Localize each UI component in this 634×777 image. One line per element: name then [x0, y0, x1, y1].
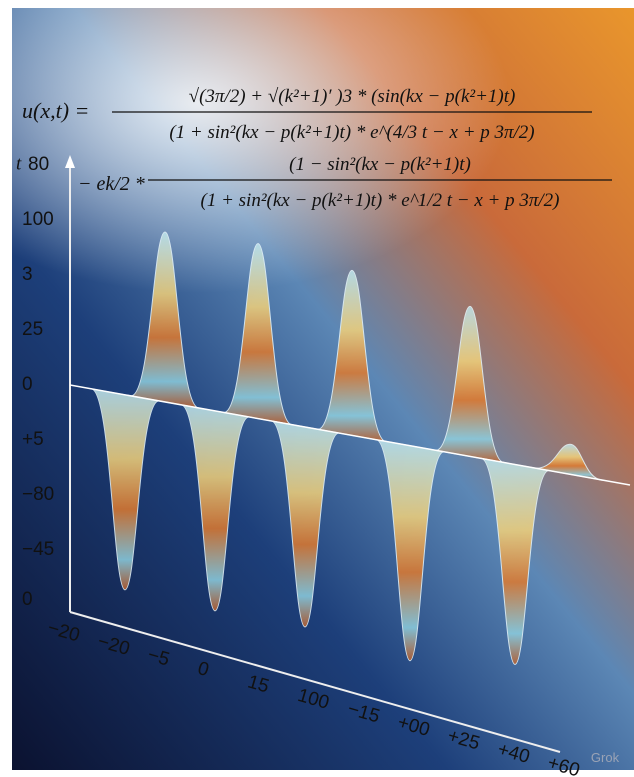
formula-lhs: u(x,t) =: [22, 98, 89, 123]
formula-numerator: (1 − sin²(kx − p(k²+1)t): [289, 154, 471, 175]
wave-lobe: [317, 269, 387, 442]
y-tick-label: 25: [22, 319, 43, 340]
wave-lobe: [90, 388, 160, 591]
watermark: Grok: [591, 750, 620, 765]
formula-numerator: √(3π/2) + √(k²+1)′ )3 * (sin(kx − p(k²+1…: [189, 86, 516, 107]
background-glow: [12, 8, 634, 388]
y-tick-label: 0: [22, 374, 33, 395]
wave-lobe: [480, 457, 550, 665]
y-tick-label: 0: [22, 589, 33, 610]
wave-lobe: [223, 243, 293, 426]
formula: u(x,t) = √(3π/2) + √(k²+1)′ )3 * (sin(kx …: [22, 86, 612, 211]
wave-lobe: [130, 231, 200, 409]
y-tick-label: −45: [22, 539, 54, 560]
y-tick-label: +5: [22, 429, 44, 450]
wave-lobe: [435, 305, 505, 463]
wave-lobe: [375, 439, 445, 662]
formula-prefix: − ek/2 *: [78, 173, 145, 195]
formula-denominator: (1 + sin²(kx − p(k²+1)t) * e^1/2 t − x +…: [201, 190, 560, 211]
y-tick-label: −80: [22, 484, 54, 505]
y-tick-label: 100: [22, 209, 54, 230]
wave-lobe: [180, 404, 250, 612]
wave-surface: [90, 231, 605, 665]
y-tick-label: 80: [28, 154, 49, 175]
x-axis: [69, 611, 561, 753]
formula-denominator: (1 + sin²(kx − p(k²+1)t) * e^(4/3 t − x …: [169, 122, 534, 143]
y-tick-label: 3: [22, 264, 33, 285]
baseline: [69, 384, 631, 486]
wave-lobe: [270, 420, 340, 628]
y-arrow: [65, 155, 75, 168]
y-axis-label: t: [16, 153, 22, 174]
wave-lobe: [535, 443, 605, 481]
